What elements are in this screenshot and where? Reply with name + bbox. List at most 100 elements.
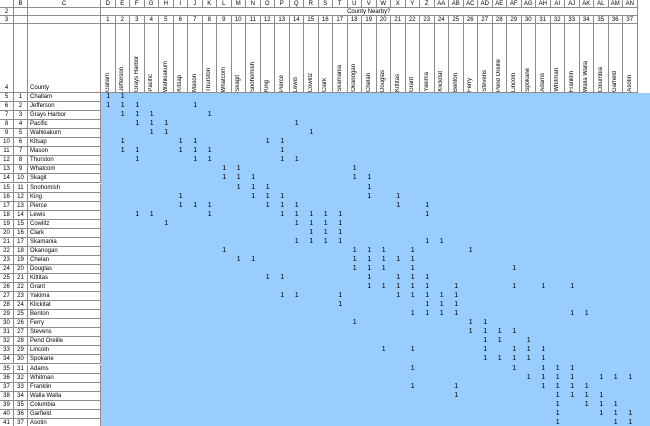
county-column-header[interactable]: Skamania bbox=[333, 24, 348, 93]
column-number[interactable]: 12 bbox=[260, 16, 275, 24]
column-number[interactable]: 27 bbox=[478, 16, 493, 24]
county-name[interactable]: King bbox=[28, 192, 101, 202]
county-column-header[interactable]: Lewis bbox=[289, 24, 304, 93]
adjacency-mark[interactable]: 1 bbox=[280, 147, 285, 155]
county-index[interactable]: 14 bbox=[14, 210, 28, 220]
adjacency-mark[interactable]: 1 bbox=[526, 346, 531, 354]
adjacency-mark[interactable]: 1 bbox=[352, 264, 357, 272]
county-column-header[interactable]: Pend Oreille bbox=[492, 24, 507, 93]
adjacency-mark[interactable]: 1 bbox=[555, 409, 560, 417]
adjacency-mark[interactable]: 1 bbox=[106, 102, 111, 110]
county-column-header[interactable]: Okanogan bbox=[347, 24, 362, 93]
row-number[interactable]: 26 bbox=[0, 283, 14, 293]
adjacency-mark[interactable]: 1 bbox=[570, 283, 575, 291]
adjacency-mark[interactable]: 1 bbox=[483, 337, 488, 345]
county-index[interactable]: 21 bbox=[14, 274, 28, 284]
adjacency-mark[interactable]: 1 bbox=[323, 237, 328, 245]
adjacency-mark[interactable]: 1 bbox=[294, 219, 299, 227]
row-number[interactable]: 19 bbox=[0, 219, 14, 229]
county-index[interactable]: 3 bbox=[14, 111, 28, 121]
adjacency-mark[interactable]: 1 bbox=[497, 337, 502, 345]
adjacency-mark[interactable]: 1 bbox=[541, 382, 546, 390]
adjacency-mark[interactable]: 1 bbox=[613, 418, 618, 426]
adjacency-mark[interactable]: 1 bbox=[410, 346, 415, 354]
adjacency-mark[interactable]: 1 bbox=[309, 219, 314, 227]
adjacency-mark[interactable]: 1 bbox=[628, 409, 633, 417]
adjacency-mark[interactable]: 1 bbox=[207, 210, 212, 218]
adjacency-mark[interactable]: 1 bbox=[381, 264, 386, 272]
column-letter-header[interactable]: J bbox=[188, 0, 203, 8]
county-name[interactable]: Douglas bbox=[28, 264, 101, 274]
adjacency-mark[interactable]: 1 bbox=[178, 192, 183, 200]
adjacency-mark[interactable]: 1 bbox=[555, 382, 560, 390]
column-number[interactable]: 1 bbox=[101, 16, 116, 24]
row-number[interactable]: 17 bbox=[0, 201, 14, 211]
county-column-header[interactable]: Cowlitz bbox=[304, 24, 319, 93]
adjacency-mark[interactable]: 1 bbox=[265, 138, 270, 146]
row-number[interactable]: 23 bbox=[0, 255, 14, 265]
column-letter-header[interactable]: S bbox=[318, 0, 333, 8]
row-number[interactable]: 41 bbox=[0, 418, 14, 426]
county-column-header[interactable]: Douglas bbox=[376, 24, 391, 93]
adjacency-mark[interactable]: 1 bbox=[222, 165, 227, 173]
adjacency-mark[interactable]: 1 bbox=[338, 219, 343, 227]
row-number[interactable]: 14 bbox=[0, 174, 14, 184]
adjacency-mark[interactable]: 1 bbox=[541, 346, 546, 354]
adjacency-mark[interactable]: 1 bbox=[309, 129, 314, 137]
county-index[interactable]: 20 bbox=[14, 264, 28, 274]
adjacency-mark[interactable]: 1 bbox=[454, 310, 459, 318]
adjacency-mark[interactable]: 1 bbox=[555, 364, 560, 372]
adjacency-mark[interactable]: 1 bbox=[613, 400, 618, 408]
column-number[interactable]: 2 bbox=[115, 16, 130, 24]
county-column-header[interactable]: Skagit bbox=[231, 24, 246, 93]
adjacency-mark[interactable]: 1 bbox=[570, 382, 575, 390]
adjacency-mark[interactable]: 1 bbox=[236, 165, 241, 173]
row-number[interactable]: 25 bbox=[0, 274, 14, 284]
county-index[interactable]: 22 bbox=[14, 283, 28, 293]
column-number[interactable]: 36 bbox=[608, 16, 623, 24]
county-header[interactable]: County bbox=[28, 24, 101, 93]
adjacency-mark[interactable]: 1 bbox=[497, 328, 502, 336]
column-letter-header[interactable]: AA bbox=[434, 0, 449, 8]
adjacency-mark[interactable]: 1 bbox=[584, 310, 589, 318]
column-letter-header[interactable]: M bbox=[231, 0, 246, 8]
column-number[interactable]: 5 bbox=[159, 16, 174, 24]
adjacency-mark[interactable]: 1 bbox=[207, 111, 212, 119]
adjacency-mark[interactable]: 1 bbox=[599, 391, 604, 399]
adjacency-mark[interactable]: 1 bbox=[396, 283, 401, 291]
county-index[interactable]: 24 bbox=[14, 301, 28, 311]
adjacency-mark[interactable]: 1 bbox=[599, 373, 604, 381]
county-name[interactable]: Chelan bbox=[28, 255, 101, 265]
county-name[interactable]: Wahkiakum bbox=[28, 129, 101, 139]
adjacency-mark[interactable]: 1 bbox=[120, 138, 125, 146]
adjacency-mark[interactable]: 1 bbox=[193, 147, 198, 155]
adjacency-mark[interactable]: 1 bbox=[251, 174, 256, 182]
county-column-header[interactable]: Whitman bbox=[550, 24, 565, 93]
column-letter-header[interactable]: X bbox=[391, 0, 406, 8]
adjacency-mark[interactable]: 1 bbox=[251, 183, 256, 191]
county-index[interactable]: 8 bbox=[14, 156, 28, 166]
row-number[interactable]: 36 bbox=[0, 373, 14, 383]
county-index[interactable]: 36 bbox=[14, 409, 28, 419]
adjacency-mark[interactable]: 1 bbox=[135, 147, 140, 155]
county-index[interactable]: 18 bbox=[14, 246, 28, 256]
adjacency-mark[interactable]: 1 bbox=[338, 237, 343, 245]
row-number[interactable]: 32 bbox=[0, 337, 14, 347]
row-number[interactable]: 35 bbox=[0, 364, 14, 374]
adjacency-mark[interactable]: 1 bbox=[541, 364, 546, 372]
county-column-header[interactable]: Clark bbox=[318, 24, 333, 93]
county-column-header[interactable]: Klickitat bbox=[434, 24, 449, 93]
county-index[interactable]: 16 bbox=[14, 228, 28, 238]
county-name[interactable]: Lewis bbox=[28, 210, 101, 220]
adjacency-mark[interactable]: 1 bbox=[309, 228, 314, 236]
adjacency-mark[interactable]: 1 bbox=[410, 364, 415, 372]
county-index[interactable]: 30 bbox=[14, 355, 28, 365]
column-letter-header[interactable]: D bbox=[101, 0, 116, 8]
county-name[interactable]: Thurston bbox=[28, 156, 101, 166]
adjacency-mark[interactable]: 1 bbox=[265, 183, 270, 191]
county-index[interactable]: 5 bbox=[14, 129, 28, 139]
county-index[interactable]: 28 bbox=[14, 337, 28, 347]
county-column-header[interactable]: Asotin bbox=[623, 24, 638, 93]
adjacency-mark[interactable]: 1 bbox=[352, 174, 357, 182]
adjacency-mark[interactable]: 1 bbox=[526, 373, 531, 381]
